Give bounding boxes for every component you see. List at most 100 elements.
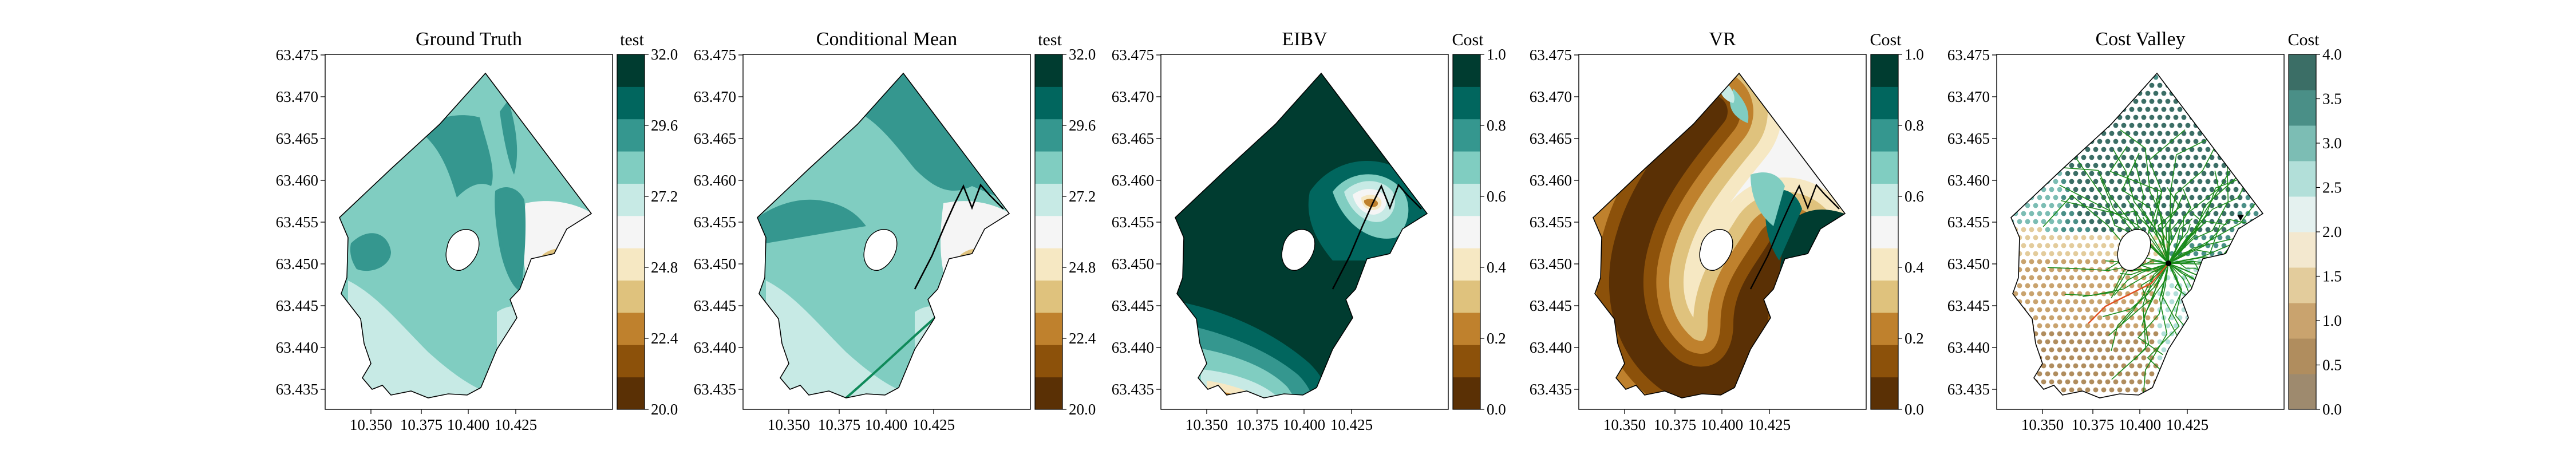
colorbar-tick-label: 1.0: [1905, 46, 1924, 63]
cost-point: [2237, 243, 2243, 248]
cost-point: [2053, 179, 2059, 184]
cost-point: [2013, 82, 2018, 88]
y-tick-label: 63.450: [1112, 255, 1154, 273]
cost-point: [2089, 235, 2095, 240]
colorbar-tick-label: 0.4: [1905, 259, 1924, 276]
cost-point: [2221, 114, 2227, 120]
cost-point: [2209, 267, 2215, 273]
cost-point: [2217, 74, 2223, 80]
colorbar-tick-label: 1.0: [1487, 46, 1506, 63]
cost-point: [2061, 307, 2067, 313]
cost-point: [2037, 371, 2042, 377]
cost-point: [2217, 283, 2223, 289]
cost-point: [2197, 307, 2203, 313]
cost-point: [2217, 123, 2223, 128]
cost-point: [2097, 331, 2103, 337]
cost-point: [2033, 219, 2038, 224]
cost-point: [2033, 74, 2038, 80]
cost-point: [2129, 123, 2135, 128]
cost-point: [2077, 355, 2083, 361]
cost-point: [2105, 155, 2111, 160]
colorbar-band: [617, 86, 645, 120]
cost-point: [2093, 227, 2099, 232]
cost-point: [2233, 251, 2239, 256]
cost-point: [2209, 90, 2215, 96]
colorbar-band: [1035, 280, 1062, 313]
cost-point: [2161, 331, 2167, 337]
cost-point: [2209, 219, 2215, 224]
cost-point: [2197, 147, 2203, 152]
cost-point: [2045, 323, 2050, 329]
cost-point: [2189, 82, 2195, 88]
cost-point: [2057, 251, 2063, 256]
cost-point: [2257, 267, 2263, 273]
cost-point: [2149, 114, 2155, 120]
cost-point: [2249, 283, 2255, 289]
cost-point: [2209, 379, 2215, 385]
colorbar-tick-label: 2.5: [2322, 179, 2342, 196]
colorbar-tick-label: 1.0: [2322, 312, 2342, 329]
cost-point: [2089, 347, 2095, 353]
cost-point: [2053, 114, 2059, 120]
cost-point: [2021, 98, 2026, 104]
cost-point: [2241, 90, 2247, 96]
colorbar-band: [1453, 54, 1480, 87]
cost-point: [2237, 147, 2243, 152]
cost-point: [2093, 339, 2099, 345]
cost-point: [2266, 364, 2271, 369]
cost-point: [2029, 179, 2034, 184]
cost-point: [2185, 139, 2191, 144]
cost-point: [2257, 315, 2263, 321]
cost-point: [2169, 363, 2175, 369]
cost-point: [2253, 227, 2259, 232]
colorbar-band: [1871, 151, 1898, 184]
cost-point: [2165, 371, 2171, 377]
target-marker: [2237, 215, 2244, 221]
cost-point: [2093, 243, 2099, 248]
cost-point: [2221, 195, 2227, 200]
cost-point: [2129, 379, 2135, 385]
cost-point: [2097, 379, 2103, 385]
cost-point: [2105, 331, 2111, 337]
cost-point: [2029, 371, 2034, 377]
cost-point: [2253, 291, 2259, 297]
cost-point: [2065, 363, 2071, 369]
cost-point: [2033, 267, 2038, 273]
cost-point: [2225, 106, 2231, 112]
cost-point: [2065, 74, 2071, 80]
cost-point: [2011, 267, 2014, 273]
cost-point: [2117, 291, 2123, 297]
cost-point: [2117, 195, 2123, 200]
contour-region: [965, 254, 987, 268]
cost-point: [2129, 74, 2135, 80]
cost-point: [2081, 187, 2087, 192]
colorbar-label: test: [620, 30, 644, 49]
cost-point: [2193, 347, 2199, 353]
cost-point: [2065, 283, 2071, 289]
cost-point: [2197, 291, 2203, 297]
cost-point: [2089, 106, 2095, 112]
cost-point: [2125, 355, 2131, 361]
y-tick-label: 63.440: [1530, 339, 1572, 356]
y-tick-label: 63.475: [694, 46, 736, 64]
cost-point: [2021, 114, 2026, 120]
cost-point: [2089, 379, 2095, 385]
rrt-branch: [2142, 263, 2169, 326]
cost-point: [2181, 163, 2187, 168]
cost-point: [2037, 339, 2042, 345]
cost-point: [2213, 163, 2219, 168]
cost-point: [2089, 203, 2095, 208]
colorbar-band: [617, 280, 645, 313]
cost-point: [2061, 323, 2067, 329]
cost-point: [2109, 98, 2115, 104]
colorbar-band: [1035, 183, 1062, 216]
cost-point: [2241, 379, 2247, 385]
cost-point: [2089, 251, 2095, 256]
cost-point: [2101, 147, 2107, 152]
cost-point: [2213, 243, 2219, 248]
cost-point: [2041, 123, 2046, 128]
cost-point: [2201, 267, 2207, 273]
cost-point: [2266, 171, 2271, 176]
cost-point: [2089, 155, 2095, 160]
cost-point: [2093, 114, 2099, 120]
